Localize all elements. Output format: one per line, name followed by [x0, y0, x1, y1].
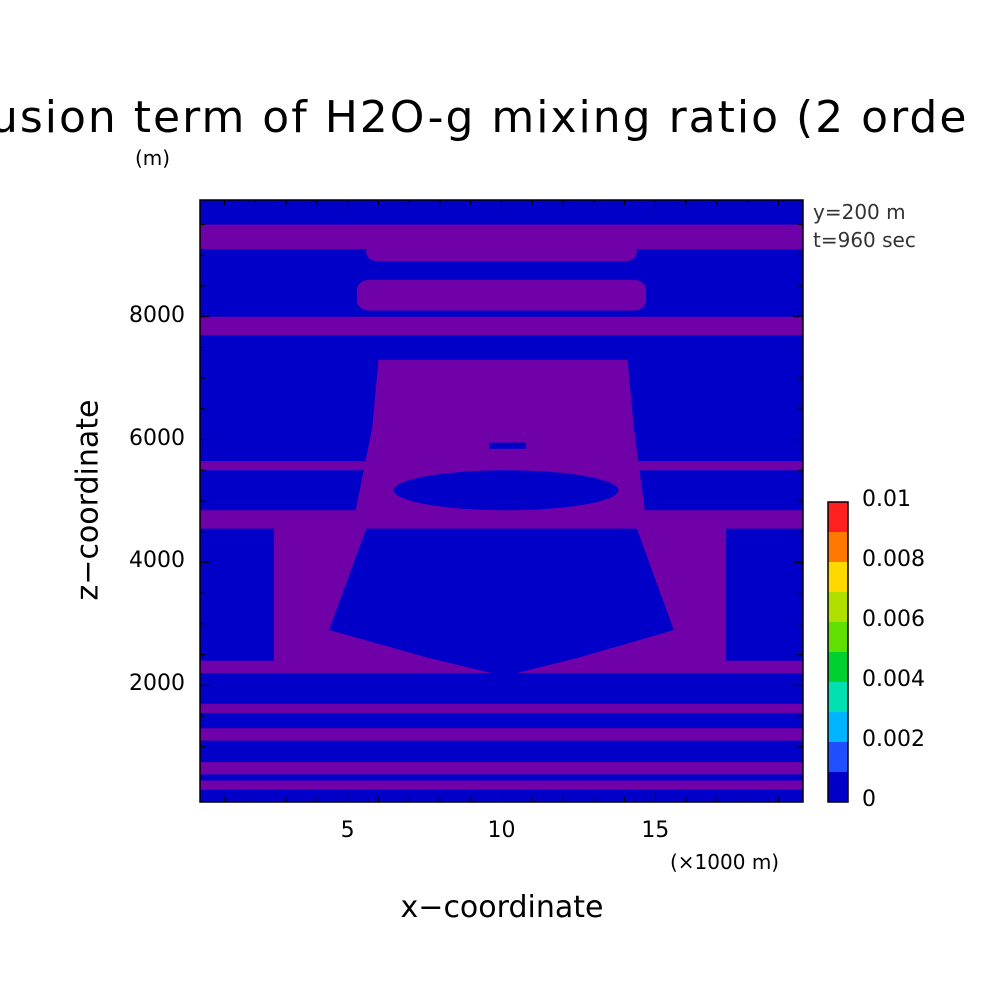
- heatmap-band: [200, 762, 803, 775]
- colorbar-frame: [827, 501, 849, 803]
- colorbar-label: 0.002: [862, 727, 925, 752]
- x-axis-label: x−coordinate: [400, 890, 604, 925]
- colorbar-segment: [828, 742, 848, 772]
- x-axis-unit: (×1000 m): [670, 850, 780, 874]
- colorbar-segment: [828, 532, 848, 562]
- heatmap-upper-lens: [356, 279, 647, 311]
- x-tick-label: 10: [487, 818, 516, 843]
- heatmap-band: [200, 316, 803, 336]
- y-axis-unit: (m): [135, 146, 171, 170]
- y-tick-label: 6000: [129, 425, 185, 451]
- colorbar-segment: [828, 712, 848, 742]
- heatmap-band: [200, 780, 803, 790]
- x-tick-label: 15: [641, 818, 670, 843]
- heatmap-band: [200, 703, 803, 713]
- colorbar-label: 0.006: [862, 607, 925, 632]
- colorbar-segment: [828, 592, 848, 622]
- colorbar-segment: [828, 562, 848, 592]
- y-tick-label: 2000: [129, 671, 185, 697]
- colorbar-label: 0: [862, 787, 876, 812]
- chart-title: ffusion term of H2O-g mixing ratio (2 or…: [0, 92, 969, 143]
- annotation-y: y=200 m: [813, 200, 906, 224]
- colorbar-segment: [828, 682, 848, 712]
- colorbar-segment: [828, 502, 848, 532]
- colorbar-segment: [828, 622, 848, 652]
- x-tick-label: 5: [340, 818, 355, 843]
- heatmap-spot: [489, 442, 527, 449]
- y-tick-label: 4000: [129, 548, 185, 574]
- colorbar-label: 0.01: [862, 487, 911, 512]
- heatmap-upper-hole: [393, 470, 619, 511]
- heatmap-band: [200, 728, 803, 741]
- heatmap-upper-lens: [366, 243, 637, 262]
- colorbar-label: 0.004: [862, 667, 925, 692]
- colorbar-label: 0.008: [862, 547, 925, 572]
- colorbar-segment: [828, 772, 848, 802]
- y-tick-label: 8000: [129, 302, 185, 328]
- heatmap-central-hole: [329, 528, 674, 677]
- colorbar-segment: [828, 652, 848, 682]
- annotation-t: t=960 sec: [813, 228, 916, 252]
